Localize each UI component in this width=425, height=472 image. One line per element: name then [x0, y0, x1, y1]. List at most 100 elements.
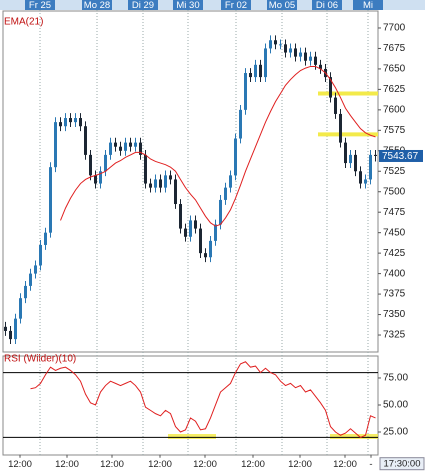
- candle-body: [154, 179, 157, 188]
- candle-body: [49, 167, 52, 233]
- candle-body: [174, 179, 177, 205]
- candle-body: [114, 142, 117, 147]
- candle-body: [349, 154, 352, 164]
- x-tick-label: 12:00: [55, 459, 79, 470]
- candle-body: [274, 40, 277, 45]
- candle-body: [29, 273, 32, 286]
- date-box: [128, 0, 158, 10]
- candle-body: [34, 265, 37, 274]
- y-tick-label: 75.00: [383, 373, 408, 384]
- candle-body: [94, 175, 97, 184]
- candle-body: [164, 175, 167, 188]
- candle-body: [314, 56, 317, 65]
- date-box: [353, 0, 383, 10]
- candle-body: [339, 113, 342, 143]
- x-tick-label: 12:00: [193, 459, 217, 470]
- x-tick-label: 12:00: [333, 459, 357, 470]
- rsi-line: [30, 361, 376, 438]
- candle-body: [279, 44, 282, 46]
- y-tick-label: 7650: [383, 64, 406, 75]
- x-tick-label: 12:00: [8, 459, 32, 470]
- current-time: 17:30:00: [384, 459, 421, 470]
- candle-body: [19, 298, 22, 319]
- ema-line: [60, 65, 376, 227]
- rsi-label: RSI (Wilder)(10): [4, 354, 76, 365]
- date-label: Mo 05: [269, 0, 295, 11]
- y-tick-label: 7350: [383, 309, 406, 320]
- candle-body: [189, 220, 192, 237]
- candle-body: [309, 56, 312, 61]
- candle-body: [14, 318, 17, 340]
- date-box: [25, 0, 55, 10]
- date-label: Fr 02: [225, 0, 247, 11]
- time-box: [379, 457, 425, 471]
- candle-body: [134, 142, 137, 147]
- candle-body: [354, 154, 357, 172]
- ema-label: EMA(21): [4, 17, 43, 28]
- candle-body: [299, 52, 302, 57]
- candle-body: [59, 122, 62, 127]
- candle-body: [374, 154, 377, 156]
- candle-body: [264, 48, 267, 78]
- y-tick-label: 7500: [383, 186, 406, 197]
- candle-body: [199, 228, 202, 254]
- candle-body: [219, 199, 222, 225]
- rsi-highlight: [168, 434, 216, 439]
- candle-body: [39, 244, 42, 266]
- candle-body: [44, 232, 47, 245]
- date-label: Mi 30: [176, 0, 199, 11]
- candle-body: [224, 187, 227, 200]
- candle-body: [289, 48, 292, 53]
- date-box: [312, 0, 342, 10]
- candle-body: [364, 179, 367, 184]
- candle-body: [119, 146, 122, 151]
- y-tick-label: 7375: [383, 289, 406, 300]
- candle-body: [329, 77, 332, 98]
- y-tick-label: 7425: [383, 248, 406, 259]
- date-box: [82, 0, 112, 10]
- candle-body: [99, 171, 102, 184]
- candle-body: [24, 285, 27, 299]
- candle-body: [129, 142, 132, 147]
- date-box: [173, 0, 203, 10]
- last-price-box: [379, 149, 423, 162]
- candle-body: [269, 40, 272, 49]
- candle-body: [109, 142, 112, 155]
- y-tick-label: 7475: [383, 207, 406, 218]
- candle-body: [214, 224, 217, 241]
- price-panel-frame: [2, 10, 379, 353]
- y-tick-label: 25.00: [383, 427, 408, 438]
- x-tick-label: 12:00: [100, 459, 124, 470]
- date-header-labels: Fr 25 Mo 28 Di 29 Mi 30 Fr 02 Mo 05 Di 06 Mi: [25, 0, 383, 11]
- y-tick-label: 7400: [383, 268, 406, 279]
- date-label: Fr 25: [29, 0, 51, 11]
- rsi-highlight: [330, 434, 378, 439]
- candle-body: [244, 73, 247, 110]
- last-price-label: 7543.67: [382, 151, 419, 162]
- candle-body: [234, 138, 237, 176]
- candle-body: [54, 122, 57, 168]
- x-tick-label: -: [369, 459, 372, 470]
- candle-body: [104, 154, 107, 172]
- candle-body: [259, 64, 262, 78]
- candle-body: [194, 220, 197, 229]
- candle-body: [124, 142, 127, 151]
- candle-body: [139, 142, 142, 155]
- date-box: [267, 0, 297, 10]
- date-label: Mi: [363, 0, 373, 11]
- candle-body: [169, 175, 172, 180]
- date-box: [221, 0, 251, 10]
- candle-body: [334, 97, 337, 114]
- candle-body: [294, 48, 297, 57]
- candle-body: [9, 330, 12, 340]
- date-label: Mo 28: [84, 0, 110, 11]
- candle-body: [4, 326, 7, 331]
- y-tick-label: 7625: [383, 84, 406, 95]
- date-header: [0, 0, 425, 10]
- y-tick-label: 50.00: [383, 400, 408, 411]
- candle-body: [179, 204, 182, 229]
- candle-body: [149, 183, 152, 188]
- candle-body: [319, 64, 322, 69]
- candle-body: [369, 154, 372, 180]
